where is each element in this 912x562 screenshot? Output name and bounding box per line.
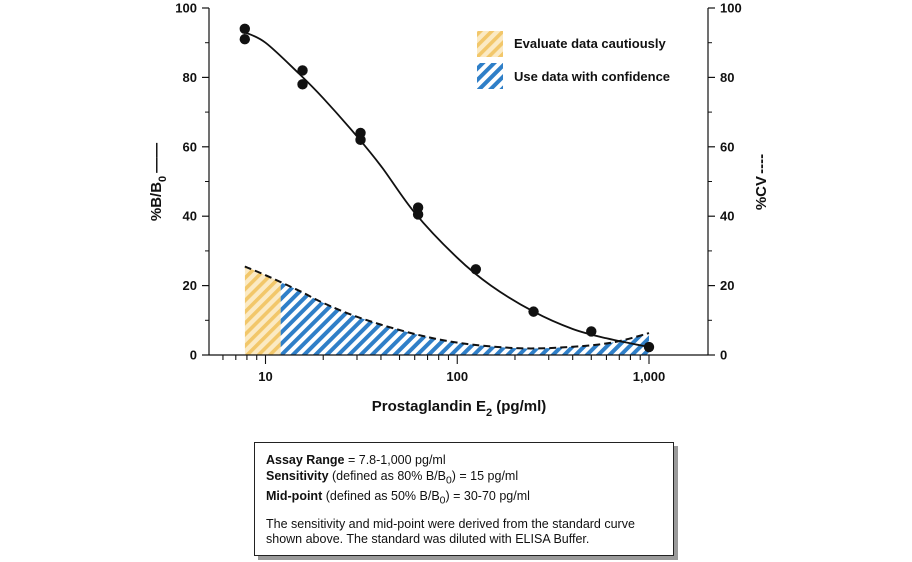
right-axis-ticks: 0 20 40 60 80 100 [708,1,742,363]
legend-swatch-cautious [477,31,503,57]
data-point [586,326,597,337]
note-line-2: shown above. The standard was diluted wi… [266,532,590,546]
x-axis-ticks: 10 100 1,000 [222,355,666,384]
right-y-tick-label: 20 [720,278,734,293]
right-y-tick-label: 60 [720,139,734,154]
assay-range-line: Assay Range = 7.8-1,000 pg/ml [266,453,446,467]
legend-swatch-confidence [477,63,503,89]
region-use-with-confidence [280,266,649,355]
legend-label-confidence: Use data with confidence [514,69,670,84]
data-point [239,34,251,45]
left-y-tick-label: 60 [183,139,197,154]
data-point [470,264,482,275]
right-y-tick-label: 100 [720,1,742,16]
region-evaluate-cautiously [244,266,281,355]
legend: Evaluate data cautiously Use data with c… [477,31,670,89]
data-point [528,306,539,317]
assay-info-box: Assay Range = 7.8-1,000 pg/ml Sensitivit… [254,442,674,556]
right-y-tick-label: 0 [720,348,727,363]
left-y-tick-label: 80 [183,70,197,85]
cv-dashed-line [244,265,650,350]
data-points [239,23,655,353]
note-line-1: The sensitivity and mid-point were deriv… [266,516,635,531]
data-point [412,209,424,220]
midpoint-line: Mid-point (defined as 50% B/B0) = 30-70 … [266,488,530,507]
legend-label-cautious: Evaluate data cautiously [514,36,666,51]
x-tick-label: 1,000 [633,369,666,384]
right-y-tick-label: 40 [720,209,734,224]
data-point [297,79,308,90]
x-axis-title: Prostaglandin E2 (pg/ml) [372,398,546,419]
data-point [297,65,308,76]
left-y-tick-label: 40 [183,209,197,224]
right-y-tick-label: 80 [720,70,734,85]
data-point [355,134,366,146]
x-tick-label: 10 [258,369,272,384]
data-point [643,341,655,353]
data-point [239,23,251,35]
left-y-tick-label: 20 [183,278,197,293]
left-y-tick-label: 0 [190,348,197,363]
right-y-axis-title: %CV---- [753,154,770,210]
left-y-tick-label: 100 [175,1,197,16]
left-axis-ticks: 0 20 40 60 80 100 [175,1,209,363]
x-tick-label: 100 [446,369,468,384]
sensitivity-line: Sensitivity (defined as 80% B/B0) = 15 p… [266,468,519,487]
left-y-axis-title: %B/B0—— [148,143,169,221]
standard-curve-chart: 0 20 40 60 80 100 0 20 40 60 80 100 10 100 1,000 Pro… [148,1,770,420]
